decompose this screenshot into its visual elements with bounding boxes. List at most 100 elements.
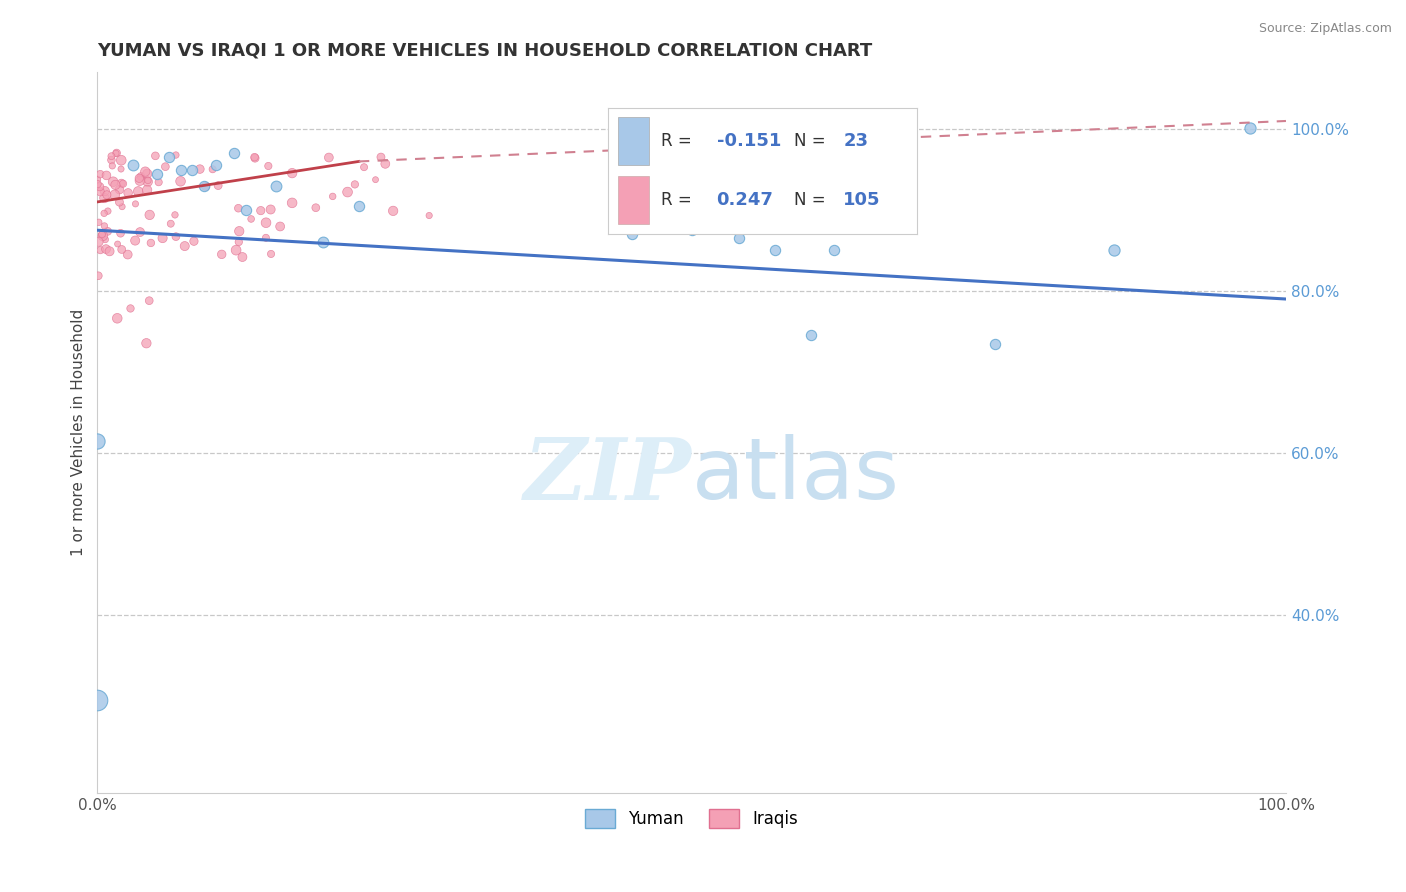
Point [136, 183, 159, 197]
Point [93, 191, 115, 205]
Point [104, 187, 127, 202]
Point [97, 224, 120, 238]
Point [138, 293, 160, 308]
Point [129, 169, 152, 184]
Point [318, 151, 340, 165]
Point [112, 177, 135, 191]
Point [117, 186, 139, 200]
Point [91, 228, 114, 243]
Point [183, 234, 205, 248]
Point [823, 244, 845, 258]
Point [364, 172, 387, 186]
Text: ZIP: ZIP [524, 434, 692, 517]
Point [240, 211, 263, 226]
Point [110, 161, 132, 176]
Point [129, 225, 152, 239]
Point [222, 146, 245, 161]
Point [110, 226, 132, 240]
Point [124, 234, 146, 248]
Point [111, 200, 134, 214]
Point [86, 692, 108, 706]
Point [231, 250, 253, 264]
Point [148, 175, 170, 189]
Point [1102, 244, 1125, 258]
Point [117, 247, 139, 261]
Point [211, 247, 233, 261]
Point [89, 185, 111, 199]
Point [165, 229, 187, 244]
Point [243, 151, 266, 165]
Point [173, 239, 195, 253]
Point [86, 172, 108, 186]
Point [110, 153, 132, 168]
Point [336, 185, 359, 199]
Point [94, 184, 117, 198]
Point [322, 189, 344, 203]
Point [193, 178, 215, 193]
Point [181, 162, 204, 177]
Point [259, 202, 281, 217]
Point [165, 148, 187, 162]
Point [681, 223, 703, 237]
Point [188, 162, 211, 177]
Point [374, 157, 396, 171]
Point [138, 208, 160, 222]
Point [111, 243, 134, 257]
Point [105, 146, 128, 161]
Point [799, 328, 821, 343]
Point [207, 178, 229, 193]
Point [86, 434, 108, 448]
Point [120, 301, 142, 316]
Point [254, 231, 277, 245]
Point [243, 150, 266, 164]
Point [228, 201, 250, 215]
Point [89, 179, 111, 194]
Point [129, 174, 152, 188]
Point [87, 268, 110, 283]
Point [135, 336, 157, 351]
Point [205, 159, 228, 173]
Point [281, 166, 304, 180]
Y-axis label: 1 or more Vehicles in Household: 1 or more Vehicles in Household [72, 309, 86, 557]
Point [93, 219, 115, 233]
Point [136, 173, 159, 187]
Point [108, 195, 131, 210]
Point [127, 185, 149, 199]
Point [194, 179, 217, 194]
Point [163, 208, 186, 222]
Point [100, 149, 122, 163]
Point [94, 233, 117, 247]
Text: atlas: atlas [692, 434, 900, 517]
Point [93, 206, 115, 220]
Text: YUMAN VS IRAQI 1 OR MORE VEHICLES IN HOUSEHOLD CORRELATION CHART: YUMAN VS IRAQI 1 OR MORE VEHICLES IN HOU… [97, 42, 873, 60]
Point [86, 177, 108, 191]
Point [264, 178, 287, 193]
Point [281, 195, 304, 210]
Point [139, 235, 162, 250]
Point [108, 183, 131, 197]
Point [101, 175, 124, 189]
Point [1239, 121, 1261, 136]
Point [136, 175, 159, 189]
Point [353, 160, 375, 174]
Point [87, 235, 110, 249]
Point [146, 167, 169, 181]
Point [260, 247, 283, 261]
Point [134, 164, 156, 178]
Point [254, 216, 277, 230]
Point [169, 162, 191, 177]
Point [201, 162, 224, 177]
Point [228, 235, 250, 249]
Point [249, 203, 271, 218]
Point [152, 231, 174, 245]
Point [621, 227, 644, 242]
Point [347, 199, 370, 213]
Point [104, 178, 127, 192]
Point [418, 209, 440, 223]
Point [89, 167, 111, 181]
Point [382, 203, 405, 218]
Point [370, 150, 392, 164]
Point [228, 224, 250, 238]
Point [235, 202, 257, 217]
Point [269, 219, 291, 234]
